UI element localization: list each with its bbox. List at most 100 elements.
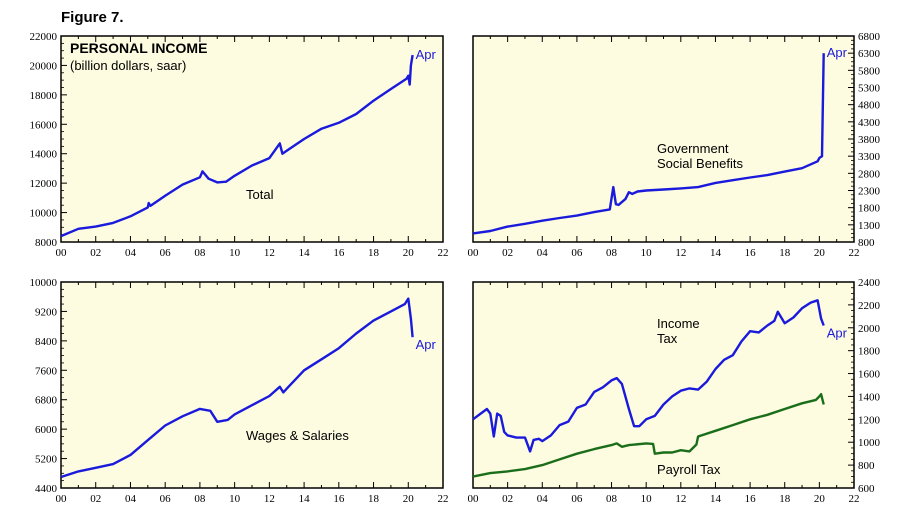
y-tick-label: 6000 xyxy=(35,424,58,436)
y-tick-label: 9200 xyxy=(35,306,58,318)
y-tick-label: 7600 xyxy=(35,365,58,377)
x-tick-label: 12 xyxy=(264,493,275,505)
x-tick-label: 06 xyxy=(160,247,172,259)
x-tick-label: 00 xyxy=(56,247,68,259)
x-tick-label: 04 xyxy=(125,247,137,259)
series-line-total xyxy=(60,54,414,238)
y-tick-label: 800 xyxy=(858,237,875,249)
x-tick-label: 00 xyxy=(56,493,68,505)
x-tick-label: 00 xyxy=(468,247,480,259)
x-tick-label: 12 xyxy=(675,493,686,505)
y-tick-label: 6800 xyxy=(35,395,58,407)
y-tick-label: 10000 xyxy=(30,208,58,220)
end-label-apr: Apr xyxy=(416,47,437,62)
x-tick-label: 16 xyxy=(745,493,757,505)
x-tick-label: 20 xyxy=(814,247,826,259)
x-tick-label: 04 xyxy=(125,493,137,505)
x-tick-label: 14 xyxy=(299,493,311,505)
panel-personal-income xyxy=(60,35,444,243)
y-tick-label: 3300 xyxy=(858,151,881,163)
x-tick-label: 02 xyxy=(502,247,513,259)
x-tick-label: 04 xyxy=(537,247,549,259)
x-tick-label: 20 xyxy=(814,493,826,505)
y-tick-label: 2000 xyxy=(858,323,881,335)
y-tick-label: 6300 xyxy=(858,48,881,60)
x-tick-label: 00 xyxy=(468,493,480,505)
y-tick-label: 1000 xyxy=(858,437,881,449)
series-label-wages-salaries: Wages & Salaries xyxy=(246,428,349,443)
series-line-income-tax xyxy=(472,299,825,453)
panel-subtitle: (billion dollars, saar) xyxy=(70,58,186,73)
y-tick-label: 18000 xyxy=(30,90,58,102)
panel-title: PERSONAL INCOME xyxy=(70,40,207,56)
x-tick-label: 08 xyxy=(194,493,206,505)
y-tick-label: 1400 xyxy=(858,391,881,403)
x-tick-label: 12 xyxy=(264,247,275,259)
figure-title: Figure 7. xyxy=(61,9,124,26)
y-tick-label: 12000 xyxy=(30,178,58,190)
y-tick-label: 20000 xyxy=(30,60,58,72)
y-tick-label: 2800 xyxy=(858,168,881,180)
y-tick-label: 1600 xyxy=(858,369,881,381)
y-tick-label: 16000 xyxy=(30,119,58,131)
series-label-payroll-tax: Payroll Tax xyxy=(657,462,721,477)
series-label-income: Income xyxy=(657,316,700,331)
x-tick-label: 08 xyxy=(606,247,618,259)
x-tick-label: 18 xyxy=(368,247,380,259)
y-tick-label: 1800 xyxy=(858,203,881,215)
x-tick-label: 12 xyxy=(675,247,686,259)
x-tick-label: 20 xyxy=(403,493,415,505)
series-line-wages-salaries xyxy=(60,297,414,479)
y-tick-label: 2400 xyxy=(858,277,881,289)
y-tick-label: 8000 xyxy=(35,237,58,249)
y-tick-label: 1800 xyxy=(858,346,881,358)
x-tick-label: 08 xyxy=(606,493,618,505)
x-tick-label: 16 xyxy=(333,493,345,505)
x-tick-label: 22 xyxy=(849,493,860,505)
x-tick-label: 02 xyxy=(90,493,101,505)
x-tick-label: 02 xyxy=(502,493,513,505)
y-tick-label: 6800 xyxy=(858,31,881,43)
x-tick-label: 06 xyxy=(160,493,172,505)
x-tick-label: 22 xyxy=(438,493,449,505)
panel-government-social-benefits xyxy=(472,35,855,243)
x-tick-label: 10 xyxy=(229,247,241,259)
end-label-apr: Apr xyxy=(827,325,848,340)
y-tick-label: 3800 xyxy=(858,134,881,146)
y-tick-label: 1200 xyxy=(858,414,881,426)
x-tick-label: 14 xyxy=(299,247,311,259)
x-tick-label: 02 xyxy=(90,247,101,259)
series-line-payroll-tax xyxy=(472,393,825,478)
x-tick-label: 06 xyxy=(571,247,583,259)
y-tick-label: 8400 xyxy=(35,336,58,348)
x-tick-label: 18 xyxy=(779,247,791,259)
x-tick-label: 22 xyxy=(438,247,449,259)
y-tick-label: 2300 xyxy=(858,186,881,198)
y-tick-label: 600 xyxy=(858,483,875,495)
x-tick-label: 18 xyxy=(368,493,380,505)
y-tick-label: 22000 xyxy=(30,31,58,43)
end-label-apr: Apr xyxy=(416,337,437,352)
x-tick-label: 14 xyxy=(710,247,722,259)
x-tick-label: 16 xyxy=(333,247,345,259)
series-label-total: Total xyxy=(246,187,274,202)
series-label-government: Government xyxy=(657,141,729,156)
x-tick-label: 08 xyxy=(194,247,206,259)
x-tick-label: 22 xyxy=(849,247,860,259)
x-tick-label: 16 xyxy=(745,247,757,259)
series-label-social-benefits: Social Benefits xyxy=(657,156,743,171)
x-tick-label: 14 xyxy=(710,493,722,505)
y-tick-label: 4300 xyxy=(858,117,881,129)
x-tick-label: 06 xyxy=(571,493,583,505)
y-tick-label: 5300 xyxy=(858,83,881,95)
series-label-tax: Tax xyxy=(657,331,678,346)
y-tick-label: 4400 xyxy=(35,483,58,495)
x-tick-label: 10 xyxy=(641,493,653,505)
x-tick-label: 20 xyxy=(403,247,415,259)
x-tick-label: 04 xyxy=(537,493,549,505)
x-tick-label: 10 xyxy=(229,493,241,505)
y-tick-label: 14000 xyxy=(30,149,58,161)
x-tick-label: 18 xyxy=(779,493,791,505)
y-tick-label: 5800 xyxy=(858,65,881,77)
